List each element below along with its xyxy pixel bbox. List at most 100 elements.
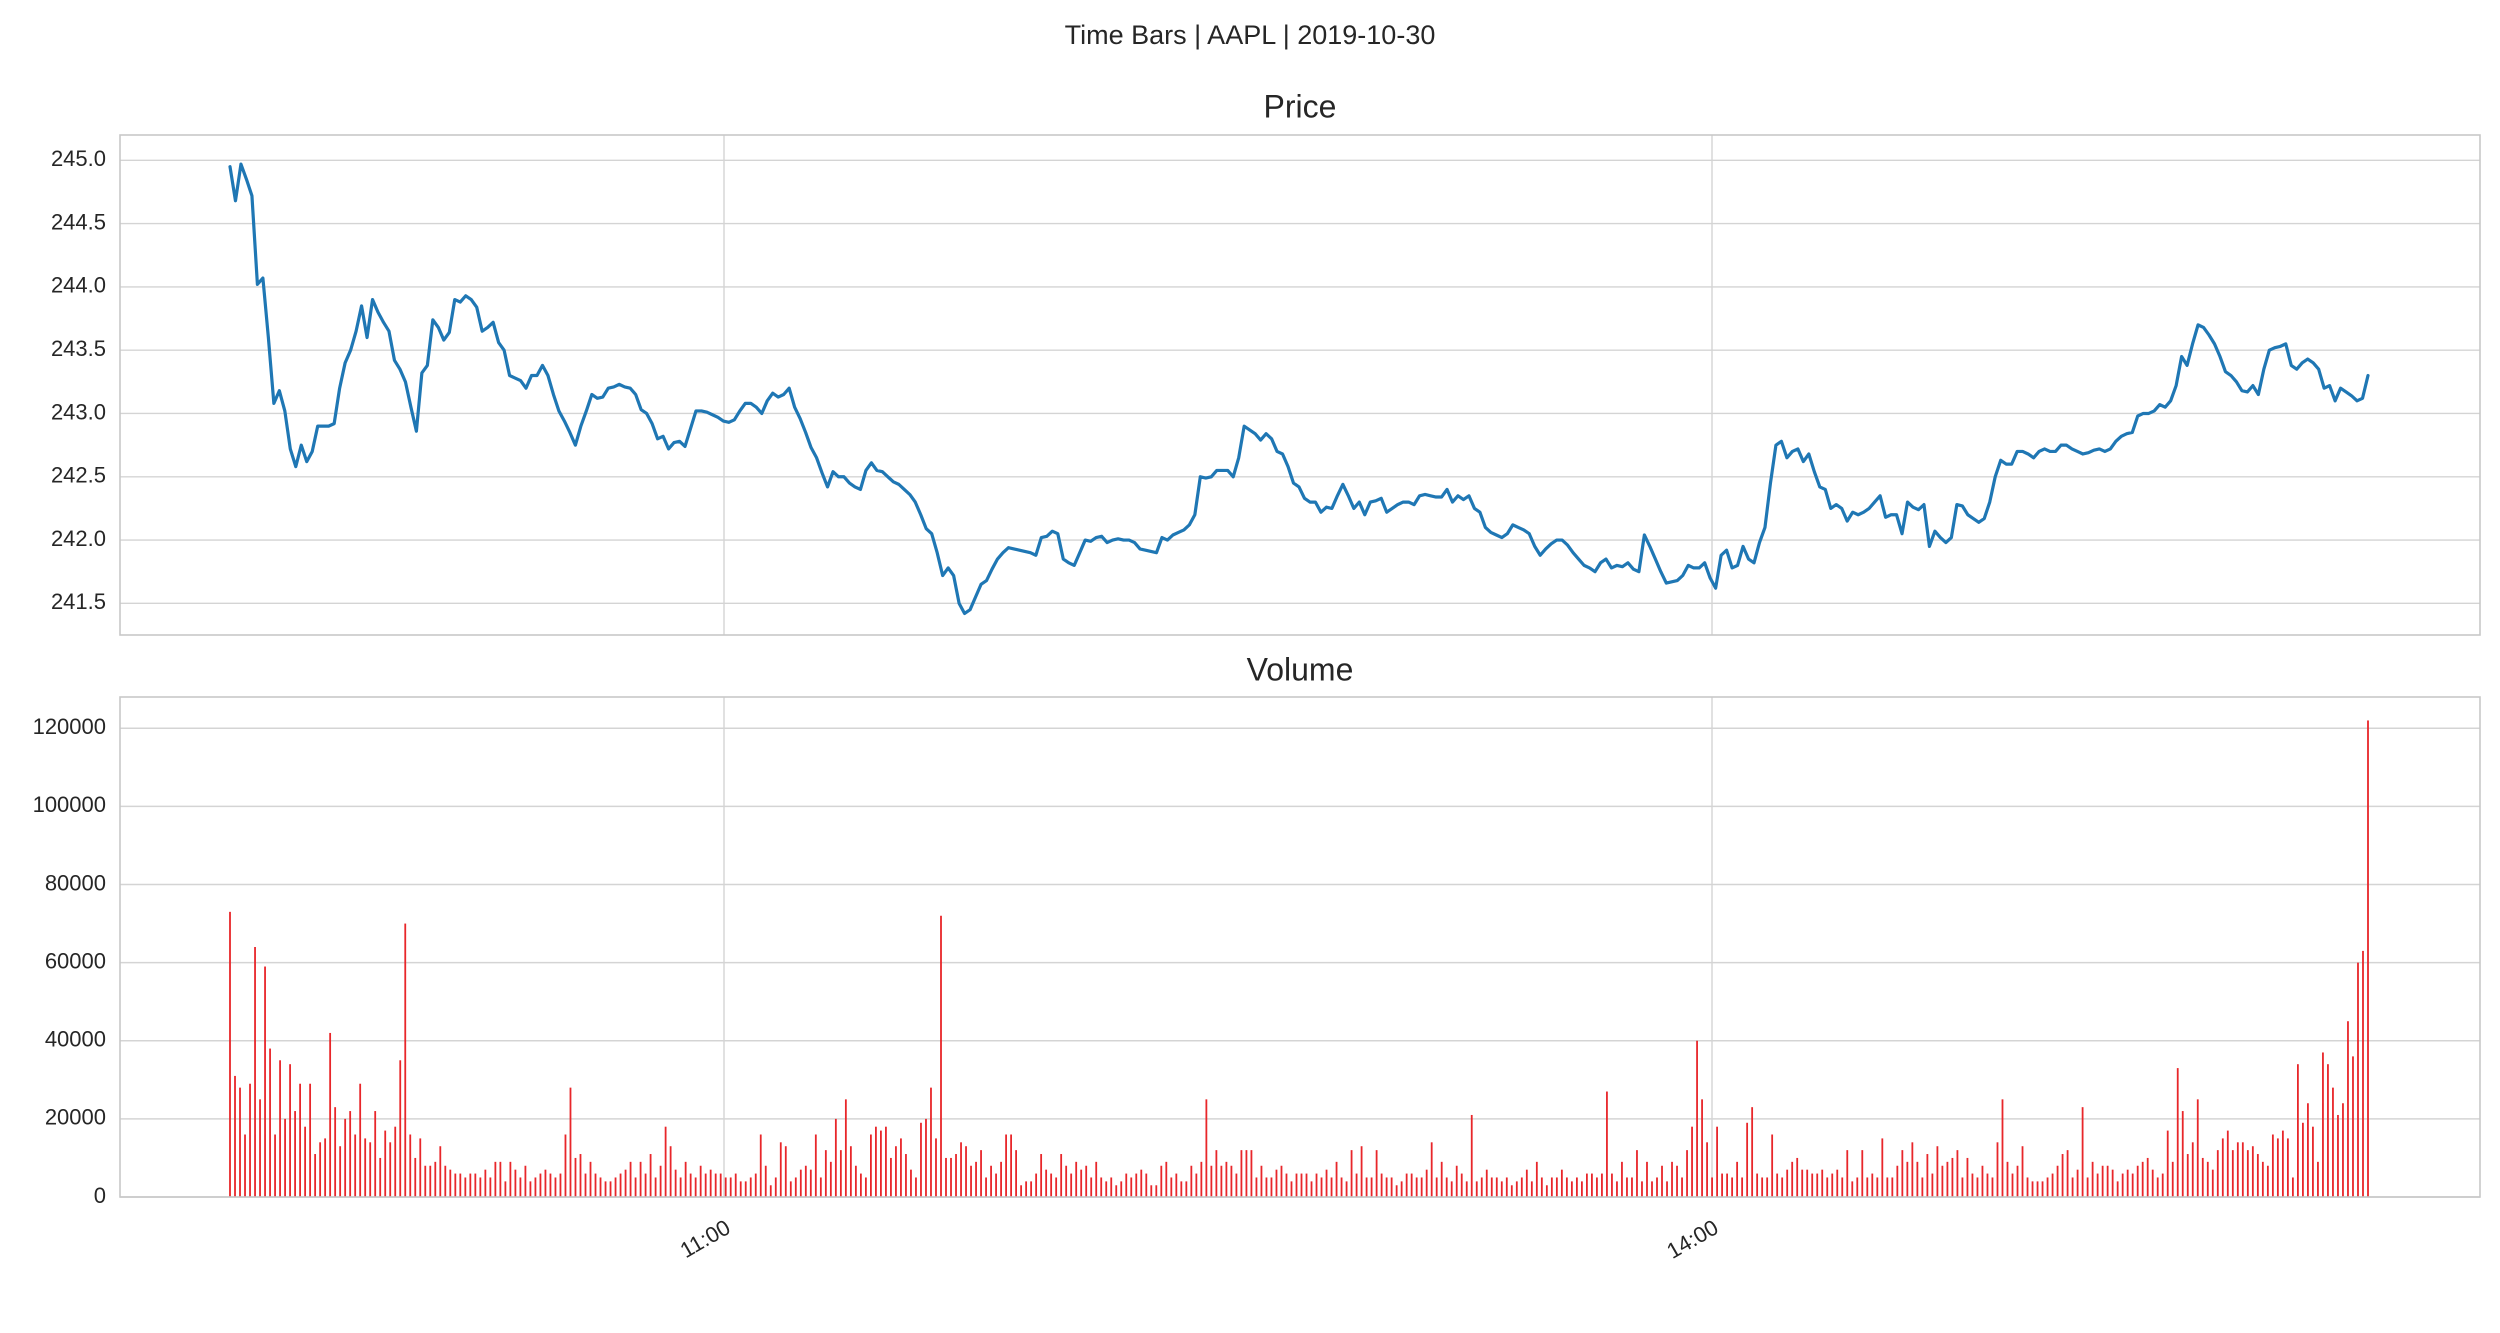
volume-bar xyxy=(1225,1161,1228,1197)
volume-bar xyxy=(2231,1150,2234,1198)
volume-bar xyxy=(1791,1161,1794,1197)
volume-bar xyxy=(684,1161,687,1197)
volume-bar xyxy=(779,1142,782,1197)
volume-bar xyxy=(424,1165,427,1197)
volume-bar xyxy=(1986,1173,1989,1197)
volume-bar xyxy=(1395,1185,1398,1197)
volume-bar xyxy=(1085,1165,1088,1197)
volume-bar xyxy=(2006,1161,2009,1197)
volume-bar xyxy=(1671,1161,1673,1197)
volume-bar xyxy=(2001,1099,2004,1197)
volume-bar xyxy=(2141,1161,2144,1197)
volume-bar xyxy=(1260,1165,1263,1197)
volume-bar xyxy=(289,1064,291,1197)
volume-bar xyxy=(1631,1177,1633,1197)
volume-bar xyxy=(930,1087,932,1198)
volume-bar xyxy=(339,1146,342,1197)
volume-bar xyxy=(1100,1177,1103,1197)
volume-bar xyxy=(1646,1161,1648,1197)
volume-bar xyxy=(2121,1173,2124,1197)
volume-bar xyxy=(734,1173,737,1197)
volume-bar xyxy=(1345,1181,1348,1198)
volume-bar xyxy=(2186,1154,2189,1197)
volume-bar xyxy=(454,1173,457,1197)
volume-bar xyxy=(1410,1173,1413,1197)
volume-bar xyxy=(1430,1142,1433,1197)
volume-bar xyxy=(534,1177,537,1197)
volume-bar xyxy=(2201,1157,2204,1197)
volume-bar xyxy=(1911,1142,1914,1197)
volume-bar xyxy=(794,1177,797,1197)
volume-bar xyxy=(1075,1161,1078,1197)
volume-bar xyxy=(1405,1173,1408,1197)
volume-bar xyxy=(1701,1099,1703,1197)
volume-bar xyxy=(1841,1177,1844,1197)
volume-bar xyxy=(724,1177,727,1197)
volume-bar xyxy=(394,1126,397,1197)
volume-bar xyxy=(1816,1173,1819,1197)
volume-bar xyxy=(1956,1150,1959,1198)
volume-bar xyxy=(594,1173,597,1197)
volume-bar xyxy=(1370,1177,1373,1197)
volume-bar xyxy=(664,1126,667,1197)
volume-bar xyxy=(960,1142,962,1197)
volume-bar xyxy=(1320,1177,1323,1197)
volume-bar xyxy=(1896,1165,1899,1197)
volume-bar xyxy=(369,1142,372,1197)
volume-bar xyxy=(1781,1177,1784,1197)
volume-bar xyxy=(1390,1177,1393,1197)
volume-bar xyxy=(679,1177,682,1197)
price-y-tick-label: 244.0 xyxy=(51,273,106,298)
volume-bar xyxy=(549,1173,552,1197)
volume-bar xyxy=(1530,1181,1533,1198)
volume-bar xyxy=(509,1161,512,1197)
volume-bar xyxy=(940,915,942,1197)
volume-bar xyxy=(1290,1181,1293,1198)
volume-bar xyxy=(1736,1161,1739,1197)
volume-y-tick-label: 60000 xyxy=(45,948,106,973)
volume-bar xyxy=(834,1118,837,1198)
volume-bar xyxy=(1776,1173,1779,1197)
volume-bar xyxy=(1180,1181,1183,1198)
volume-bar xyxy=(1015,1150,1017,1198)
volume-bar xyxy=(519,1177,522,1197)
volume-bar xyxy=(1961,1177,1964,1197)
volume-bar xyxy=(1761,1177,1764,1197)
volume-bar xyxy=(2096,1173,2099,1197)
price-y-tick-label: 245.0 xyxy=(51,146,106,171)
volume-bar xyxy=(1525,1169,1528,1197)
volume-bar xyxy=(2066,1150,2069,1198)
volume-bar xyxy=(1060,1154,1063,1197)
volume-bar xyxy=(1105,1181,1108,1198)
volume-bar xyxy=(2266,1165,2269,1197)
volume-bar xyxy=(915,1177,917,1197)
volume-bar xyxy=(2146,1157,2149,1197)
volume-bar xyxy=(1020,1185,1023,1197)
x-tick-label: 11:00 xyxy=(676,1215,735,1263)
volume-bar xyxy=(404,923,407,1197)
volume-bar xyxy=(1465,1181,1468,1198)
volume-bar xyxy=(1250,1150,1253,1198)
volume-bar xyxy=(849,1146,852,1197)
volume-bar xyxy=(1651,1181,1653,1198)
volume-bar xyxy=(2221,1138,2224,1197)
volume-bar xyxy=(1150,1185,1153,1197)
volume-bar xyxy=(2161,1173,2164,1197)
price-y-tick-label: 244.5 xyxy=(51,209,106,234)
volume-bar xyxy=(1185,1181,1188,1198)
volume-bar xyxy=(1570,1181,1573,1198)
price-y-tick-label: 242.0 xyxy=(51,526,106,551)
volume-panel: Volume 0 20000 40000 60000 80000 100000 120000 xyxy=(33,651,2481,1208)
volume-bar xyxy=(990,1165,992,1197)
volume-bar xyxy=(2176,1068,2179,1197)
volume-bar xyxy=(309,1083,312,1197)
volume-bar xyxy=(2166,1130,2169,1197)
volume-bar xyxy=(599,1177,602,1197)
volume-bar xyxy=(1335,1161,1338,1197)
volume-bar xyxy=(1565,1177,1568,1197)
volume-bar xyxy=(2031,1181,2034,1198)
volume-bar xyxy=(1305,1173,1308,1197)
volume-bar xyxy=(279,1060,281,1197)
volume-bar xyxy=(1160,1165,1163,1197)
volume-bar xyxy=(1090,1177,1093,1197)
